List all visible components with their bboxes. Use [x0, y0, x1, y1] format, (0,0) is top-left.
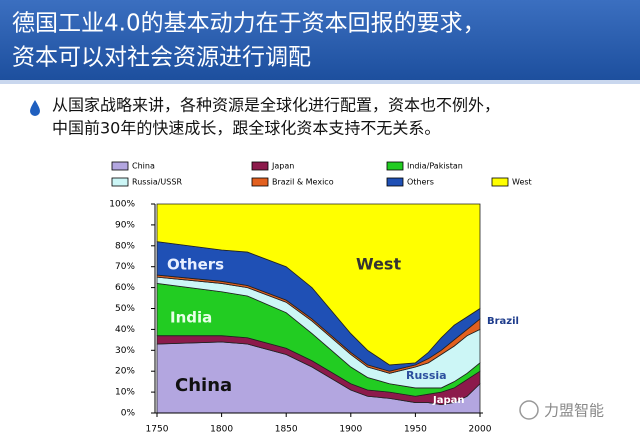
legend-swatch: [491, 177, 509, 187]
bullet-text: 中国前30年的快速成长，跟全球化资本支持不无关系。: [52, 119, 440, 138]
y-tick-label: 80%: [115, 241, 135, 251]
x-tick-label: 1850: [275, 425, 298, 435]
legend-label: China: [132, 162, 155, 171]
area-label: Russia: [406, 369, 447, 382]
area-label: Japan: [432, 395, 465, 406]
y-tick-label: 70%: [115, 262, 135, 272]
area-label: India: [170, 309, 212, 327]
y-tick-label: 20%: [115, 367, 135, 377]
x-tick-label: 1800: [210, 425, 233, 435]
bullet-text: 从国家战略来讲，各种资源是全球化进行配置，资本也不例外，: [52, 96, 500, 115]
header-rule: [0, 80, 640, 84]
legend-label: Russia/USSR: [132, 178, 182, 187]
area-label: China: [175, 375, 232, 396]
area-label: Others: [167, 256, 224, 274]
x-tick-label: 1750: [146, 425, 169, 435]
title-line: 资本可以对社会资源进行调配: [12, 45, 311, 71]
x-tick-label: 1900: [339, 425, 362, 435]
x-tick-label: 2000: [469, 425, 492, 435]
y-tick-label: 10%: [115, 388, 135, 398]
area: [156, 203, 481, 366]
legend-swatch: [251, 161, 269, 171]
watermark-icon: [519, 400, 539, 420]
area-label: West: [356, 255, 401, 274]
legend-swatch: [111, 161, 129, 171]
legend-swatch: [386, 161, 404, 171]
legend-swatch: [251, 177, 269, 187]
bullet-icon: [30, 100, 40, 116]
title-line: 德国工业4.0的基本动力在于资本回报的要求，: [12, 11, 486, 37]
legend-label: Others: [407, 178, 434, 187]
y-tick-label: 0%: [121, 409, 136, 419]
y-tick-label: 40%: [115, 325, 135, 335]
y-tick-label: 100%: [109, 200, 135, 210]
x-tick-label: 1950: [404, 425, 427, 435]
area-label: Brazil: [487, 316, 519, 327]
legend-swatch: [386, 177, 404, 187]
y-tick-label: 50%: [115, 304, 135, 314]
header-band: [0, 0, 640, 80]
legend-label: Japan: [271, 162, 294, 171]
y-tick-label: 90%: [115, 220, 135, 230]
legend-swatch: [111, 177, 129, 187]
watermark: 力盟智能: [544, 402, 604, 420]
legend-label: India/Pakistan: [407, 162, 463, 171]
legend-label: Brazil & Mexico: [272, 178, 334, 187]
y-tick-label: 60%: [115, 283, 135, 293]
legend-label: West: [512, 178, 532, 187]
y-tick-label: 30%: [115, 346, 135, 356]
